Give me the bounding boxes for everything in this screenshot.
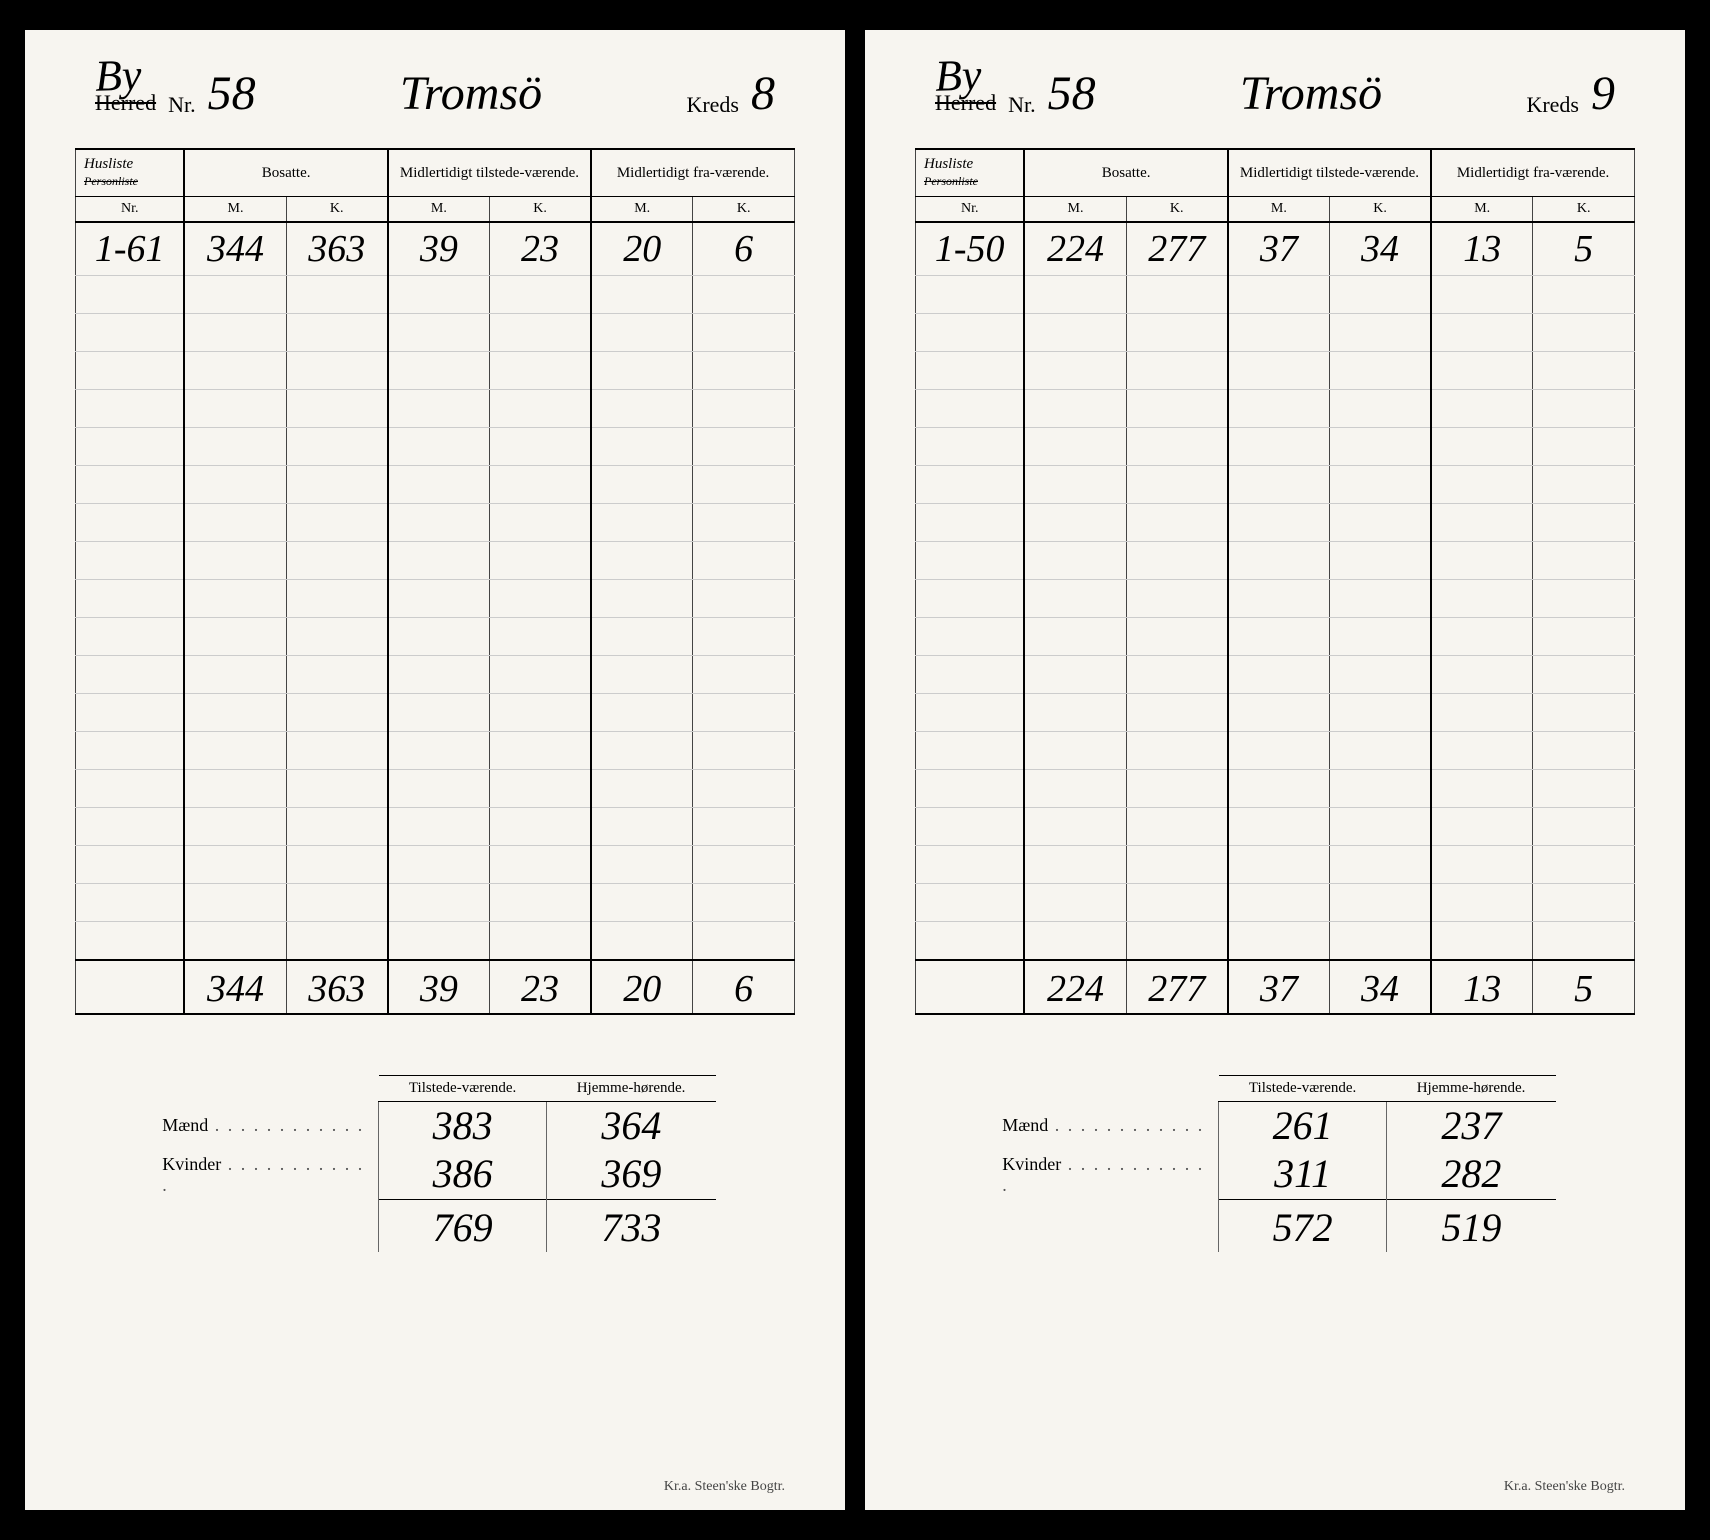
table-row: [916, 846, 1635, 884]
totals-row: 344 363 39 23 20 6: [76, 960, 795, 1014]
table-row: [76, 428, 795, 466]
kreds-value: 9: [1591, 70, 1615, 118]
table-row: [76, 618, 795, 656]
summary-table: Tilstede-værende. Hjemme-hørende. Mænd 2…: [994, 1075, 1556, 1253]
husliste-label: Husliste Personliste: [76, 149, 185, 197]
card-header: Herred By Nr. 58 Tromsö Kreds 9: [915, 70, 1635, 118]
table-row: [916, 580, 1635, 618]
card-header: Herred By Nr. 58 Tromsö Kreds 8: [75, 70, 795, 118]
nr-label: Nr.: [168, 92, 196, 118]
summary-row-maend: Mænd 383 364: [154, 1101, 716, 1150]
place-name: Tromsö: [1108, 70, 1515, 118]
table-row: [916, 504, 1635, 542]
printer-mark: Kr.a. Steen'ske Bogtr.: [1504, 1479, 1625, 1495]
main-census-table: Husliste Personliste Bosatte. Midlertidi…: [75, 148, 795, 1015]
table-row: [916, 276, 1635, 314]
table-row: [916, 694, 1635, 732]
nr-label: Nr.: [1008, 92, 1036, 118]
col-m: M.: [388, 197, 490, 223]
col-k: K.: [1533, 197, 1635, 223]
col-m: M.: [1228, 197, 1330, 223]
kreds-label: Kreds: [1526, 92, 1579, 118]
table-row: [916, 922, 1635, 960]
nr-col-header: Nr.: [916, 197, 1025, 223]
col-m: M.: [184, 197, 286, 223]
table-row: [76, 352, 795, 390]
table-row: 1-61 344 363 39 23 20 6: [76, 222, 795, 276]
col-m: M.: [1024, 197, 1126, 223]
midl-tilstede-header: Midlertidigt tilstede-værende.: [1228, 149, 1431, 197]
main-census-table: Husliste Personliste Bosatte. Midlertidi…: [915, 148, 1635, 1015]
totals-row: 224 277 37 34 13 5: [916, 960, 1635, 1014]
bosatte-header: Bosatte.: [184, 149, 387, 197]
col-m: M.: [1431, 197, 1533, 223]
summary-row-total: 572 519: [994, 1200, 1556, 1253]
census-card-right: Herred By Nr. 58 Tromsö Kreds 9 Husliste…: [865, 30, 1685, 1510]
table-row: [76, 656, 795, 694]
tilstede-header: Tilstede-værende.: [1219, 1075, 1387, 1101]
hjemme-header: Hjemme-hørende.: [546, 1075, 715, 1101]
summary-table: Tilstede-værende. Hjemme-hørende. Mænd 3…: [154, 1075, 716, 1253]
nr-value: 58: [1048, 70, 1096, 118]
table-row: [916, 428, 1635, 466]
table-row: [916, 618, 1635, 656]
midl-tilstede-header: Midlertidigt tilstede-værende.: [388, 149, 591, 197]
table-row: [916, 314, 1635, 352]
table-row: [76, 504, 795, 542]
printer-mark: Kr.a. Steen'ske Bogtr.: [664, 1479, 785, 1495]
kreds-label: Kreds: [686, 92, 739, 118]
table-row: 1-50 224 277 37 34 13 5: [916, 222, 1635, 276]
midl-fra-header: Midlertidigt fra-værende.: [591, 149, 794, 197]
col-k: K.: [286, 197, 388, 223]
summary-row-kvinder: Kvinder 386 369: [154, 1150, 716, 1200]
summary-row-kvinder: Kvinder 311 282: [994, 1150, 1556, 1200]
col-k: K.: [1329, 197, 1431, 223]
table-row: [76, 276, 795, 314]
table-row: [916, 656, 1635, 694]
table-row: [76, 770, 795, 808]
summary-row-maend: Mænd 261 237: [994, 1101, 1556, 1150]
tilstede-header: Tilstede-værende.: [379, 1075, 547, 1101]
col-k: K.: [489, 197, 591, 223]
table-row: [916, 542, 1635, 580]
by-annotation: By: [934, 57, 982, 94]
census-card-left: Herred By Nr. 58 Tromsö Kreds 8 Husliste…: [25, 30, 845, 1510]
table-body-right: 1-50 224 277 37 34 13 5: [916, 222, 1635, 960]
kreds-value: 8: [751, 70, 775, 118]
table-row: [76, 732, 795, 770]
table-row: [76, 846, 795, 884]
table-row: [76, 922, 795, 960]
summary-row-total: 769 733: [154, 1200, 716, 1253]
nr-value: 58: [208, 70, 256, 118]
table-row: [916, 390, 1635, 428]
by-annotation: By: [94, 57, 142, 94]
place-name: Tromsö: [268, 70, 675, 118]
table-row: [76, 808, 795, 846]
table-row: [76, 884, 795, 922]
table-row: [916, 466, 1635, 504]
table-row: [916, 770, 1635, 808]
table-row: [76, 314, 795, 352]
col-k: K.: [693, 197, 795, 223]
table-row: [76, 694, 795, 732]
midl-fra-header: Midlertidigt fra-værende.: [1431, 149, 1634, 197]
nr-col-header: Nr.: [76, 197, 185, 223]
table-row: [916, 732, 1635, 770]
table-row: [916, 884, 1635, 922]
bosatte-header: Bosatte.: [1024, 149, 1227, 197]
hjemme-header: Hjemme-hørende.: [1386, 1075, 1555, 1101]
table-row: [76, 390, 795, 428]
table-row: [916, 808, 1635, 846]
table-body-left: 1-61 344 363 39 23 20 6: [76, 222, 795, 960]
table-row: [76, 580, 795, 618]
col-m: M.: [591, 197, 693, 223]
table-row: [76, 542, 795, 580]
table-row: [76, 466, 795, 504]
col-k: K.: [1126, 197, 1228, 223]
husliste-label: Husliste Personliste: [916, 149, 1025, 197]
table-row: [916, 352, 1635, 390]
